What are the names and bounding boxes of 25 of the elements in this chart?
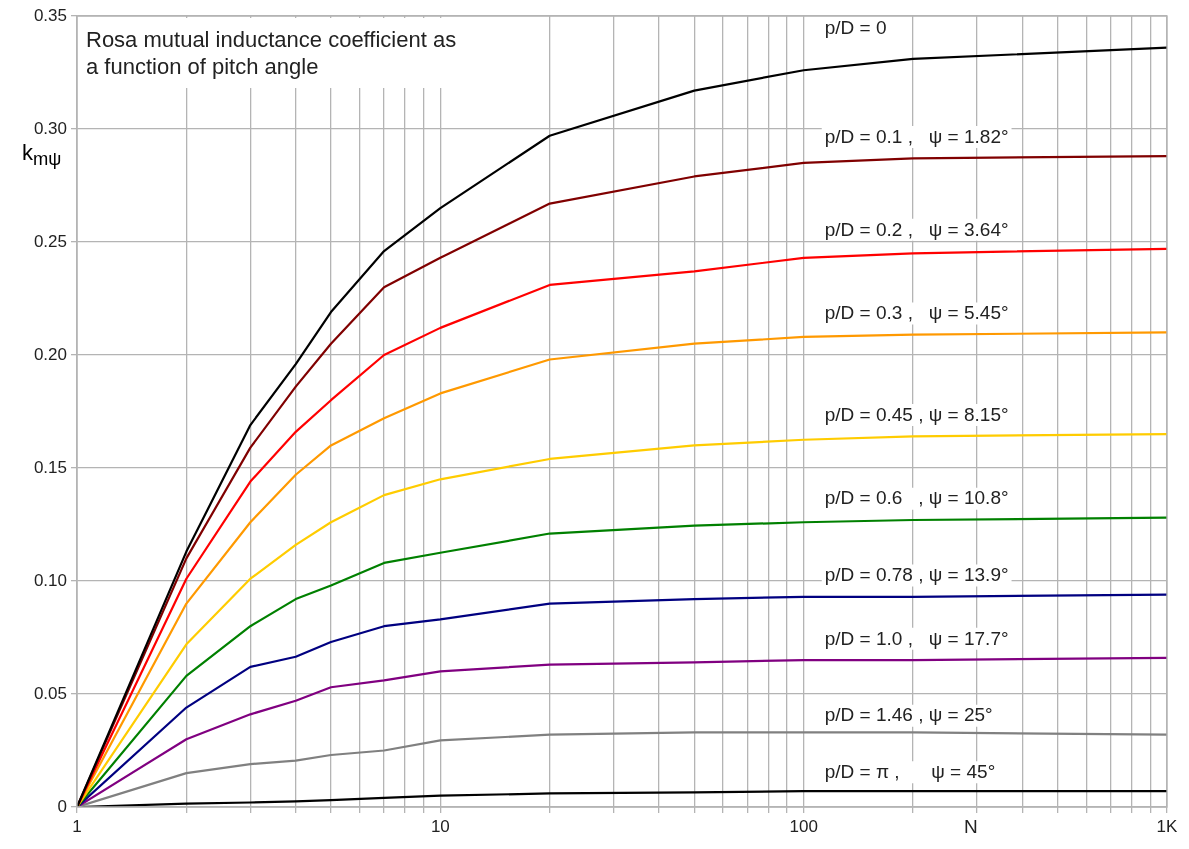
text: Rosa mutual inductance coefficient as a function of pitch angle: [86, 27, 457, 80]
series-label: p/D = 0.6 , ψ = 10.8°: [824, 487, 1009, 509]
x-tick-label: 1K: [1156, 816, 1179, 836]
x-tick-label: 100: [789, 816, 818, 836]
y-tick-label: 0.30: [33, 118, 67, 138]
x-tick-label: 10: [430, 816, 450, 836]
series-label: p/D = 0: [824, 17, 887, 39]
series-label: p/D = 0.2 , ψ = 3.64°: [824, 218, 1009, 240]
y-tick-label: 0.25: [33, 231, 67, 251]
series-label: p/D = 0.3 , ψ = 5.45°: [824, 302, 1009, 324]
series-label: p/D = 1.0 , ψ = 17.7°: [824, 627, 1009, 649]
series-label: p/D = 0.45 , ψ = 8.15°: [824, 403, 1009, 425]
y-axis-title: k$_{mψ}$: [22, 140, 62, 171]
series-label: p/D = π , ψ = 45°: [824, 760, 996, 782]
y-tick-label: 0.35: [33, 5, 67, 25]
series-label: p/D = 1.46 , ψ = 25°: [824, 704, 993, 726]
y-tick-label: 0.20: [33, 344, 67, 364]
y-tick-label: 0.15: [33, 457, 67, 477]
series-label: p/D = 0.78 , ψ = 13.9°: [824, 564, 1009, 586]
y-tick-label: 0: [57, 796, 67, 816]
y-tick-label: 0.10: [33, 570, 67, 590]
series-label: p/D = 0.1 , ψ = 1.82°: [824, 125, 1009, 147]
x-tick-label: 1: [72, 816, 82, 836]
x-axis-title: N: [963, 815, 978, 837]
y-tick-label: 0.05: [33, 683, 67, 703]
